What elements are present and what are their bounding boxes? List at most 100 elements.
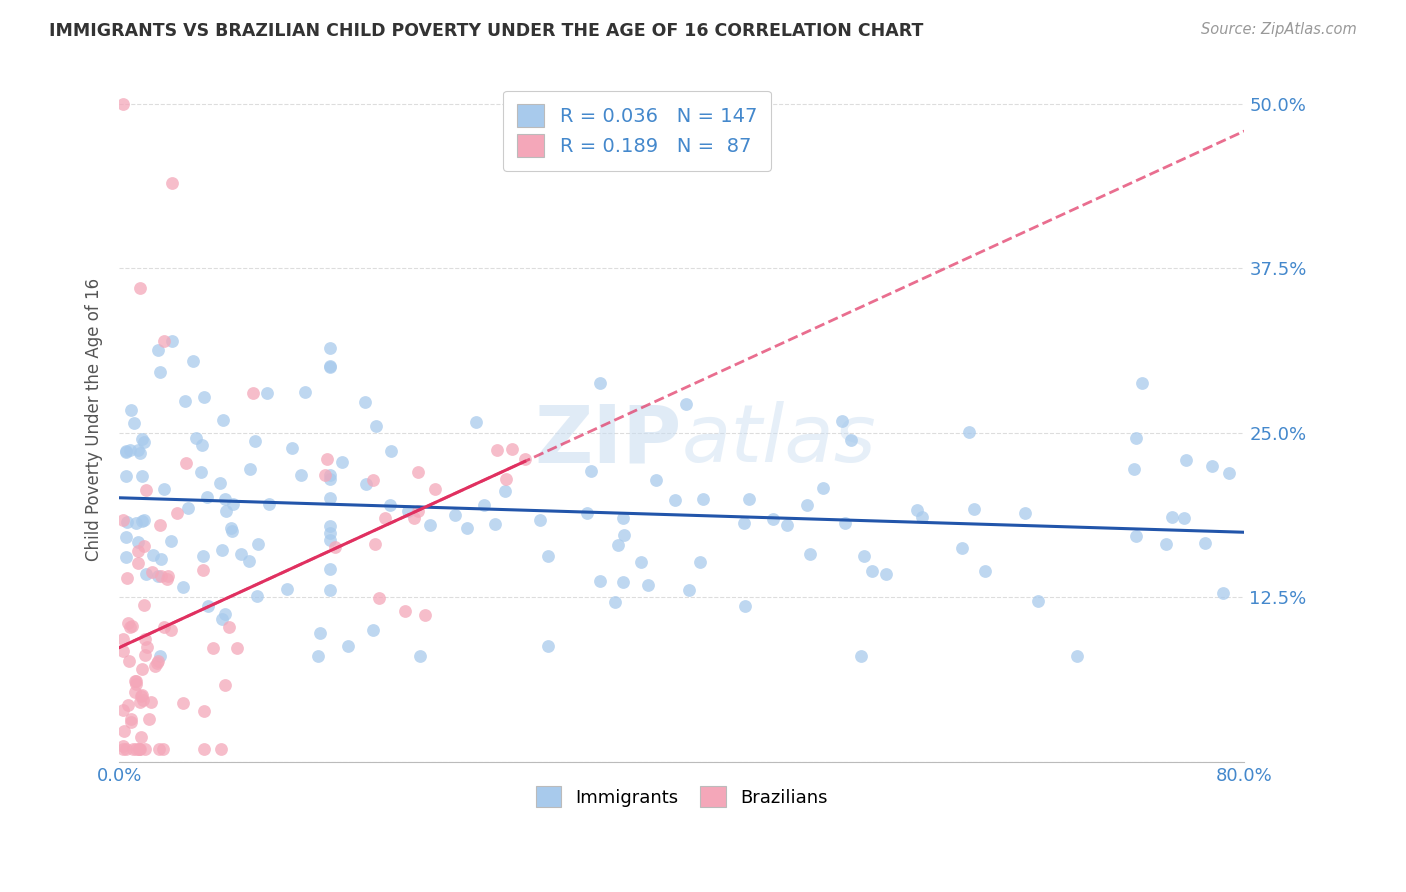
Point — [950, 541, 973, 556]
Point — [330, 455, 353, 469]
Point — [112, 632, 135, 646]
Point — [173, 394, 195, 409]
Point — [152, 483, 174, 497]
Point — [134, 632, 156, 646]
Point — [146, 657, 169, 671]
Point — [138, 712, 160, 726]
Point — [537, 549, 560, 564]
Point — [139, 695, 162, 709]
Point — [319, 562, 342, 576]
Point — [131, 514, 153, 528]
Point — [124, 685, 146, 699]
Point — [215, 504, 238, 518]
Point — [214, 491, 236, 506]
Point — [127, 544, 149, 558]
Point — [664, 492, 686, 507]
Point — [131, 432, 153, 446]
Point — [129, 689, 152, 703]
Point — [319, 582, 342, 597]
Point — [124, 673, 146, 688]
Point — [112, 512, 135, 526]
Point — [193, 390, 215, 404]
Point — [121, 618, 143, 632]
Point — [209, 741, 232, 756]
Point — [364, 418, 387, 433]
Point — [149, 649, 172, 664]
Point — [852, 549, 875, 563]
Point — [276, 582, 298, 596]
Point — [120, 712, 142, 726]
Point — [319, 472, 342, 486]
Point — [132, 598, 155, 612]
Point — [839, 433, 862, 447]
Point — [153, 334, 176, 348]
Point — [1218, 466, 1240, 480]
Point — [136, 640, 159, 654]
Point — [356, 477, 378, 491]
Point — [423, 482, 446, 496]
Point — [834, 516, 856, 530]
Point — [456, 521, 478, 535]
Point — [172, 696, 194, 710]
Point — [257, 497, 280, 511]
Point — [612, 511, 634, 525]
Point — [190, 465, 212, 479]
Point — [142, 548, 165, 562]
Point — [122, 417, 145, 431]
Point — [211, 543, 233, 558]
Point — [159, 623, 181, 637]
Point — [1161, 510, 1184, 524]
Point — [141, 565, 163, 579]
Point — [191, 549, 214, 564]
Point — [409, 649, 432, 664]
Point — [128, 281, 150, 295]
Point — [157, 569, 180, 583]
Point — [120, 403, 142, 417]
Point — [1194, 536, 1216, 550]
Point — [1201, 459, 1223, 474]
Point — [689, 555, 711, 569]
Point — [637, 578, 659, 592]
Point — [135, 567, 157, 582]
Point — [1212, 586, 1234, 600]
Point — [353, 395, 375, 409]
Point — [135, 483, 157, 498]
Point — [118, 443, 141, 458]
Point — [243, 434, 266, 449]
Point — [148, 741, 170, 756]
Point — [307, 649, 329, 664]
Point — [146, 654, 169, 668]
Point — [860, 565, 883, 579]
Point — [501, 442, 523, 456]
Point — [115, 468, 138, 483]
Point — [875, 567, 897, 582]
Point — [678, 583, 700, 598]
Point — [374, 511, 396, 525]
Point — [156, 572, 179, 586]
Point — [129, 446, 152, 460]
Point — [132, 693, 155, 707]
Point — [1130, 376, 1153, 391]
Point — [404, 511, 426, 525]
Point — [485, 443, 508, 458]
Point — [239, 462, 262, 476]
Point — [963, 502, 986, 516]
Point — [319, 533, 342, 547]
Point — [159, 533, 181, 548]
Y-axis label: Child Poverty Under the Age of 16: Child Poverty Under the Age of 16 — [86, 278, 103, 561]
Point — [162, 176, 184, 190]
Point — [117, 698, 139, 712]
Point — [172, 581, 194, 595]
Point — [905, 502, 928, 516]
Point — [589, 574, 612, 589]
Point — [406, 465, 429, 479]
Point — [281, 441, 304, 455]
Point — [361, 623, 384, 637]
Point — [361, 473, 384, 487]
Point — [692, 491, 714, 506]
Point — [127, 556, 149, 570]
Point — [484, 516, 506, 531]
Point — [1125, 431, 1147, 445]
Point — [193, 704, 215, 718]
Point — [579, 464, 602, 478]
